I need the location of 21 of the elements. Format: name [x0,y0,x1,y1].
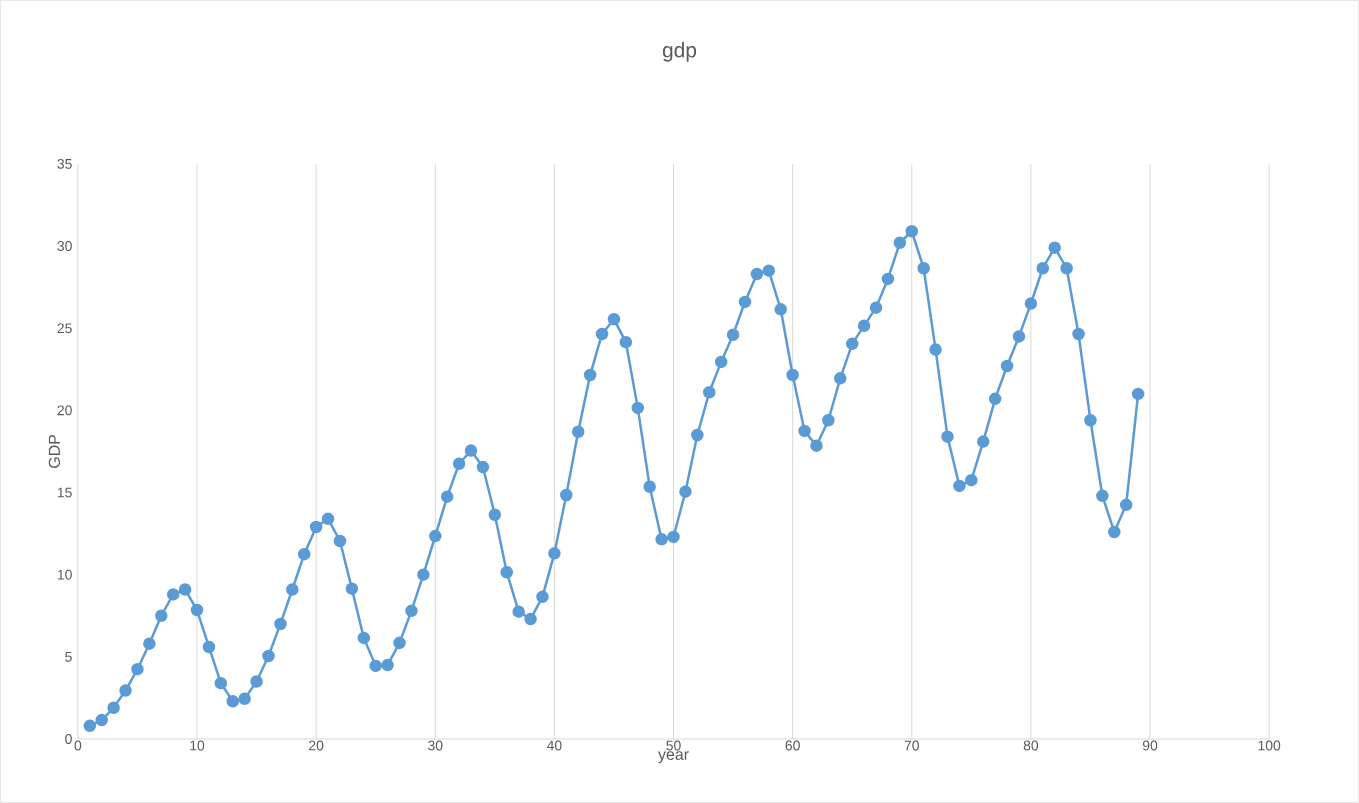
y-tick-label: 15 [57,487,72,498]
x-tick-label: 50 [666,740,681,751]
x-tick-label: 20 [309,740,324,751]
x-tick-label: 10 [190,740,205,751]
x-tick-label: 100 [1258,740,1281,751]
y-tick-label: 25 [57,323,72,334]
x-axis-title: year [658,751,689,764]
x-tick-label: 40 [546,740,562,751]
y-tick-label: 35 [57,158,72,169]
x-tick-label: 70 [904,740,919,751]
x-tick-label: 30 [428,740,443,751]
chart-title: gdp [662,42,697,62]
x-tick-label: 60 [785,740,800,751]
x-tick-label: 0 [74,740,82,751]
x-tick-label: 90 [1142,740,1158,751]
y-axis-title: GDP [48,435,61,468]
y-tick-label: 20 [57,405,72,416]
y-tick-label: 30 [57,241,72,252]
x-tick-label: 80 [1023,740,1039,751]
y-tick-label: 5 [65,652,72,662]
y-tick-label: 10 [57,569,72,580]
